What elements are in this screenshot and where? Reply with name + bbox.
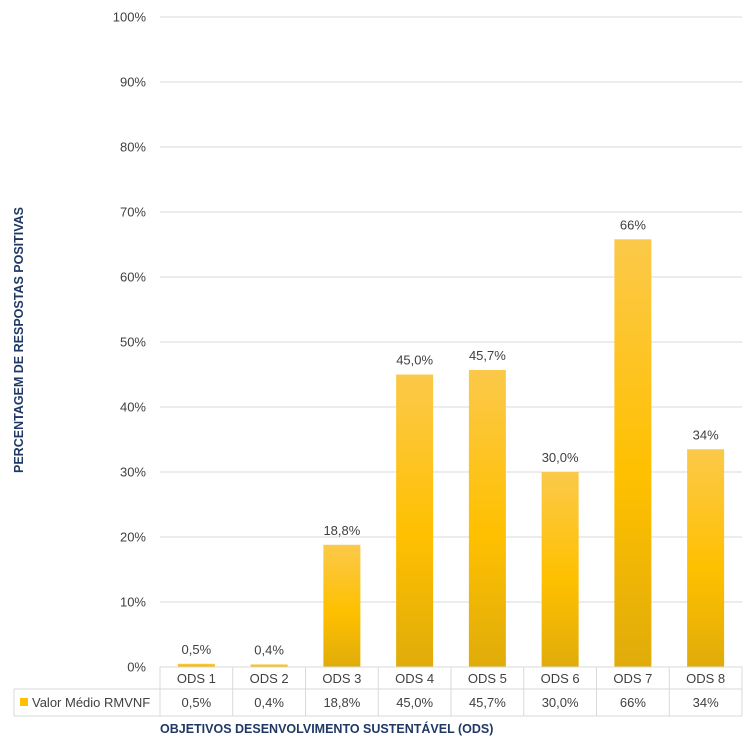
table-value-cell: 45,7% — [469, 695, 506, 710]
x-category-label: ODS 8 — [686, 671, 725, 686]
bar-ods-6 — [541, 472, 579, 667]
data-label: 18,8% — [323, 523, 360, 538]
data-label: 30,0% — [542, 450, 579, 465]
y-tick-label: 100% — [113, 10, 147, 25]
table-value-cell: 30,0% — [542, 695, 579, 710]
data-label: 45,7% — [469, 348, 506, 363]
data-labels: 0,5% 0,4% 18,8% 45,0% 45,7% 30,0% 66% 34% — [182, 217, 720, 657]
y-axis-ticks: 0% 10% 20% 30% 40% 50% 60% 70% 80% 90% 100% — [113, 10, 147, 675]
y-tick-label: 20% — [120, 530, 146, 545]
bar-ods-1 — [177, 663, 215, 667]
legend-series-name: Valor Médio RMVNF — [32, 695, 150, 710]
data-label: 0,5% — [182, 642, 212, 657]
y-tick-label: 80% — [120, 140, 146, 155]
x-axis-title: OBJETIVOS DESENVOLVIMENTO SUSTENTÁVEL (O… — [160, 721, 493, 736]
bars — [177, 239, 725, 668]
bar-ods-4 — [396, 374, 434, 667]
y-tick-label: 10% — [120, 595, 146, 610]
x-category-label: ODS 3 — [322, 671, 361, 686]
bar-ods-2 — [250, 664, 288, 667]
bar-ods-5 — [468, 369, 506, 667]
table-value-cell: 45,0% — [396, 695, 433, 710]
x-category-label: ODS 5 — [468, 671, 507, 686]
data-label: 45,0% — [396, 353, 433, 368]
x-category-label: ODS 2 — [250, 671, 289, 686]
x-category-label: ODS 1 — [177, 671, 216, 686]
table-value-cell: 0,5% — [182, 695, 212, 710]
data-label: 0,4% — [254, 642, 284, 657]
y-tick-label: 40% — [120, 400, 146, 415]
table-value-cell: 0,4% — [254, 695, 284, 710]
y-tick-label: 90% — [120, 75, 146, 90]
y-tick-label: 60% — [120, 270, 146, 285]
table-value-cell: 66% — [620, 695, 646, 710]
data-table: Valor Médio RMVNF ODS 1 0,5% ODS 2 0,4% ODS 3… — [13, 666, 743, 717]
x-category-label: ODS 4 — [395, 671, 434, 686]
gridlines — [160, 16, 742, 668]
x-category-label: ODS 7 — [613, 671, 652, 686]
y-tick-label: 70% — [120, 205, 146, 220]
y-tick-label: 50% — [120, 335, 146, 350]
bar-ods-7 — [614, 239, 652, 668]
y-tick-label: 30% — [120, 465, 146, 480]
y-tick-label: 0% — [127, 660, 146, 675]
bar-ods-3 — [323, 544, 361, 667]
table-value-cell: 18,8% — [323, 695, 360, 710]
data-label: 34% — [693, 427, 719, 442]
data-label: 66% — [620, 217, 646, 232]
bar-ods-8 — [687, 449, 725, 667]
legend-key — [20, 698, 28, 706]
table-value-cell: 34% — [693, 695, 719, 710]
y-axis-title: PERCENTAGEM DE RESPOSTAS POSITIVAS — [12, 207, 26, 473]
x-category-label: ODS 6 — [541, 671, 580, 686]
